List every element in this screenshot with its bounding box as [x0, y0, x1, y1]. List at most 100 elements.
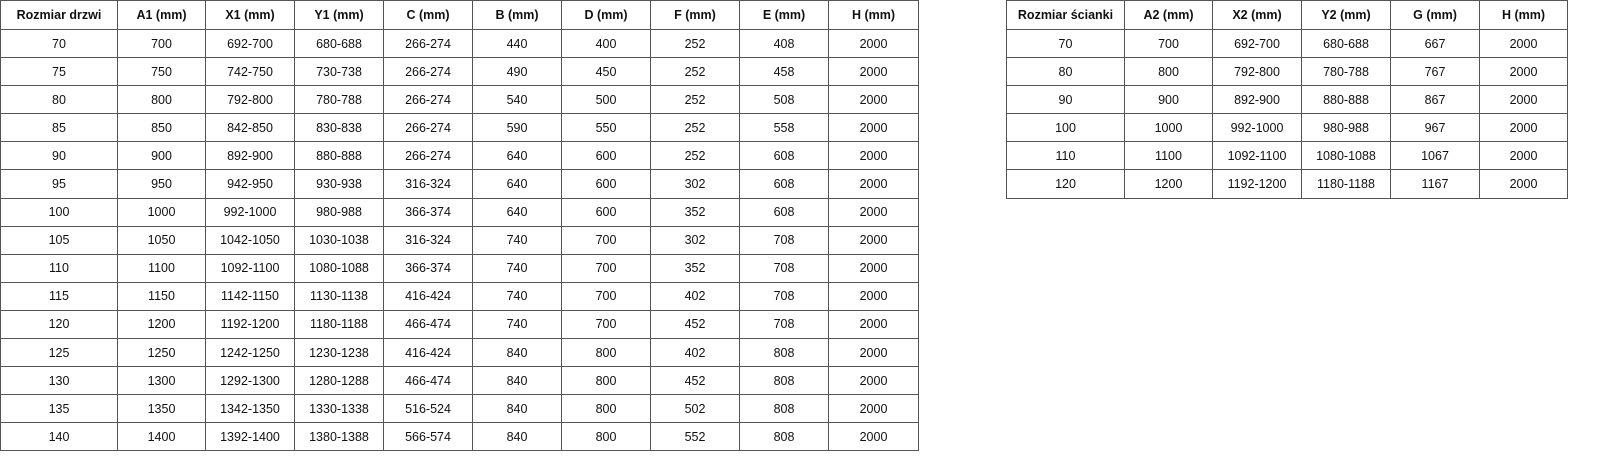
- table-cell: 792-800: [1212, 57, 1302, 87]
- column-header: G (mm): [1390, 0, 1480, 30]
- table-cell: 840: [472, 366, 562, 396]
- table-cell: 1400: [117, 422, 206, 452]
- table-cell: 2000: [828, 169, 919, 199]
- table-cell: 90: [1006, 85, 1125, 115]
- table-cell: 867: [1390, 85, 1480, 115]
- table-cell: 140: [0, 422, 118, 452]
- table-cell: 1030-1038: [294, 225, 384, 255]
- table-cell: 700: [561, 253, 651, 283]
- column-header: B (mm): [472, 0, 562, 30]
- table-cell: 516-524: [383, 394, 473, 424]
- column-header: E (mm): [739, 0, 829, 30]
- table-cell: 1250: [117, 338, 206, 368]
- table-cell: 110: [1006, 141, 1125, 171]
- table-cell: 667: [1390, 28, 1480, 59]
- table-cell: 400: [561, 28, 651, 59]
- table-cell: 566-574: [383, 422, 473, 452]
- table-cell: 780-788: [1301, 57, 1391, 87]
- table-cell: 800: [1124, 57, 1213, 87]
- table-row: 120 1200 1192-1200 1180-1188 466-474 740 700 45…: [0, 309, 919, 340]
- table-cell: 800: [117, 85, 206, 115]
- table-cell: 1067: [1390, 141, 1480, 171]
- table-cell: 1200: [117, 309, 206, 340]
- table-cell: 608: [739, 141, 829, 171]
- table-cell: 608: [739, 197, 829, 227]
- table-cell: 950: [117, 169, 206, 199]
- table-cell: 780-788: [294, 85, 384, 115]
- table-cell: 266-274: [383, 141, 473, 171]
- table-cell: 1130-1138: [294, 281, 384, 311]
- table-cell: 600: [561, 197, 651, 227]
- table-cell: 1192-1200: [1212, 169, 1302, 199]
- table-cell: 2000: [828, 309, 919, 340]
- table-cell: 266-274: [383, 113, 473, 143]
- table-cell: 2000: [828, 197, 919, 227]
- table-cell: 992-1000: [1212, 113, 1302, 143]
- table-cell: 550: [561, 113, 651, 143]
- table-cell: 967: [1390, 113, 1480, 143]
- table-cell: 466-474: [383, 366, 473, 396]
- table-cell: 680-688: [294, 28, 384, 59]
- table-cell: 1230-1238: [294, 338, 384, 368]
- table-cell: 75: [0, 57, 118, 87]
- doors-dimensions-table: Rozmiar drzwi A1 (mm) X1 (mm) Y1 (mm) C (mm)…: [0, 0, 919, 452]
- table-cell: 808: [739, 422, 829, 452]
- table-cell: 800: [561, 422, 651, 452]
- table-row: 105 1050 1042-1050 1030-1038 316-324 740 700 30…: [0, 225, 919, 255]
- table-cell: 2000: [1479, 113, 1568, 143]
- table-cell: 800: [561, 394, 651, 424]
- table-row: 110 1100 1092-1100 1080-1088 366-374 740 700 35…: [0, 253, 919, 283]
- table-cell: 540: [472, 85, 562, 115]
- table-cell: 980-988: [294, 197, 384, 227]
- table-cell: 416-424: [383, 281, 473, 311]
- table-cell: 740: [472, 309, 562, 340]
- table-cell: 500: [561, 85, 651, 115]
- table-cell: 80: [0, 85, 118, 115]
- table-cell: 708: [739, 309, 829, 340]
- table-row: 140 1400 1392-1400 1380-1388 566-574 840 800 55…: [0, 422, 919, 452]
- table-cell: 252: [650, 85, 740, 115]
- table-cell: 1350: [117, 394, 206, 424]
- table-cell: 700: [1124, 28, 1213, 59]
- table-cell: 1292-1300: [205, 366, 295, 396]
- table-row: 90 900 892-900 880-888 266-274 640 600 252 608 20…: [0, 141, 919, 171]
- table-cell: 1242-1250: [205, 338, 295, 368]
- table-cell: 490: [472, 57, 562, 87]
- table-cell: 840: [472, 338, 562, 368]
- column-header: H (mm): [828, 0, 919, 30]
- table-cell: 1050: [117, 225, 206, 255]
- table-cell: 700: [561, 309, 651, 340]
- table-cell: 1380-1388: [294, 422, 384, 452]
- table-cell: 767: [1390, 57, 1480, 87]
- table-cell: 135: [0, 394, 118, 424]
- table-cell: 590: [472, 113, 562, 143]
- table-cell: 740: [472, 253, 562, 283]
- table-cell: 730-738: [294, 57, 384, 87]
- table-cell: 100: [0, 197, 118, 227]
- table-cell: 1180-1188: [294, 309, 384, 340]
- table-cell: 900: [1124, 85, 1213, 115]
- table-cell: 252: [650, 28, 740, 59]
- table-row: 130 1300 1292-1300 1280-1288 466-474 840 800 45…: [0, 366, 919, 396]
- table-cell: 900: [117, 141, 206, 171]
- table-cell: 508: [739, 85, 829, 115]
- table-cell: 808: [739, 394, 829, 424]
- table-cell: 366-374: [383, 253, 473, 283]
- table-cell: 120: [0, 309, 118, 340]
- table-cell: 708: [739, 253, 829, 283]
- table-cell: 1200: [1124, 169, 1213, 199]
- table-cell: 930-938: [294, 169, 384, 199]
- table-cell: 440: [472, 28, 562, 59]
- table-cell: 408: [739, 28, 829, 59]
- table-cell: 2000: [828, 141, 919, 171]
- table-cell: 2000: [828, 366, 919, 396]
- table-cell: 302: [650, 225, 740, 255]
- table-row: 75 750 742-750 730-738 266-274 490 450 252 458 20…: [0, 57, 919, 87]
- table-cell: 95: [0, 169, 118, 199]
- table-row: 135 1350 1342-1350 1330-1338 516-524 840 800 50…: [0, 394, 919, 424]
- table-cell: 1192-1200: [205, 309, 295, 340]
- table-cell: 800: [561, 366, 651, 396]
- column-header: H (mm): [1479, 0, 1568, 30]
- table-cell: 402: [650, 281, 740, 311]
- table-cell: 266-274: [383, 28, 473, 59]
